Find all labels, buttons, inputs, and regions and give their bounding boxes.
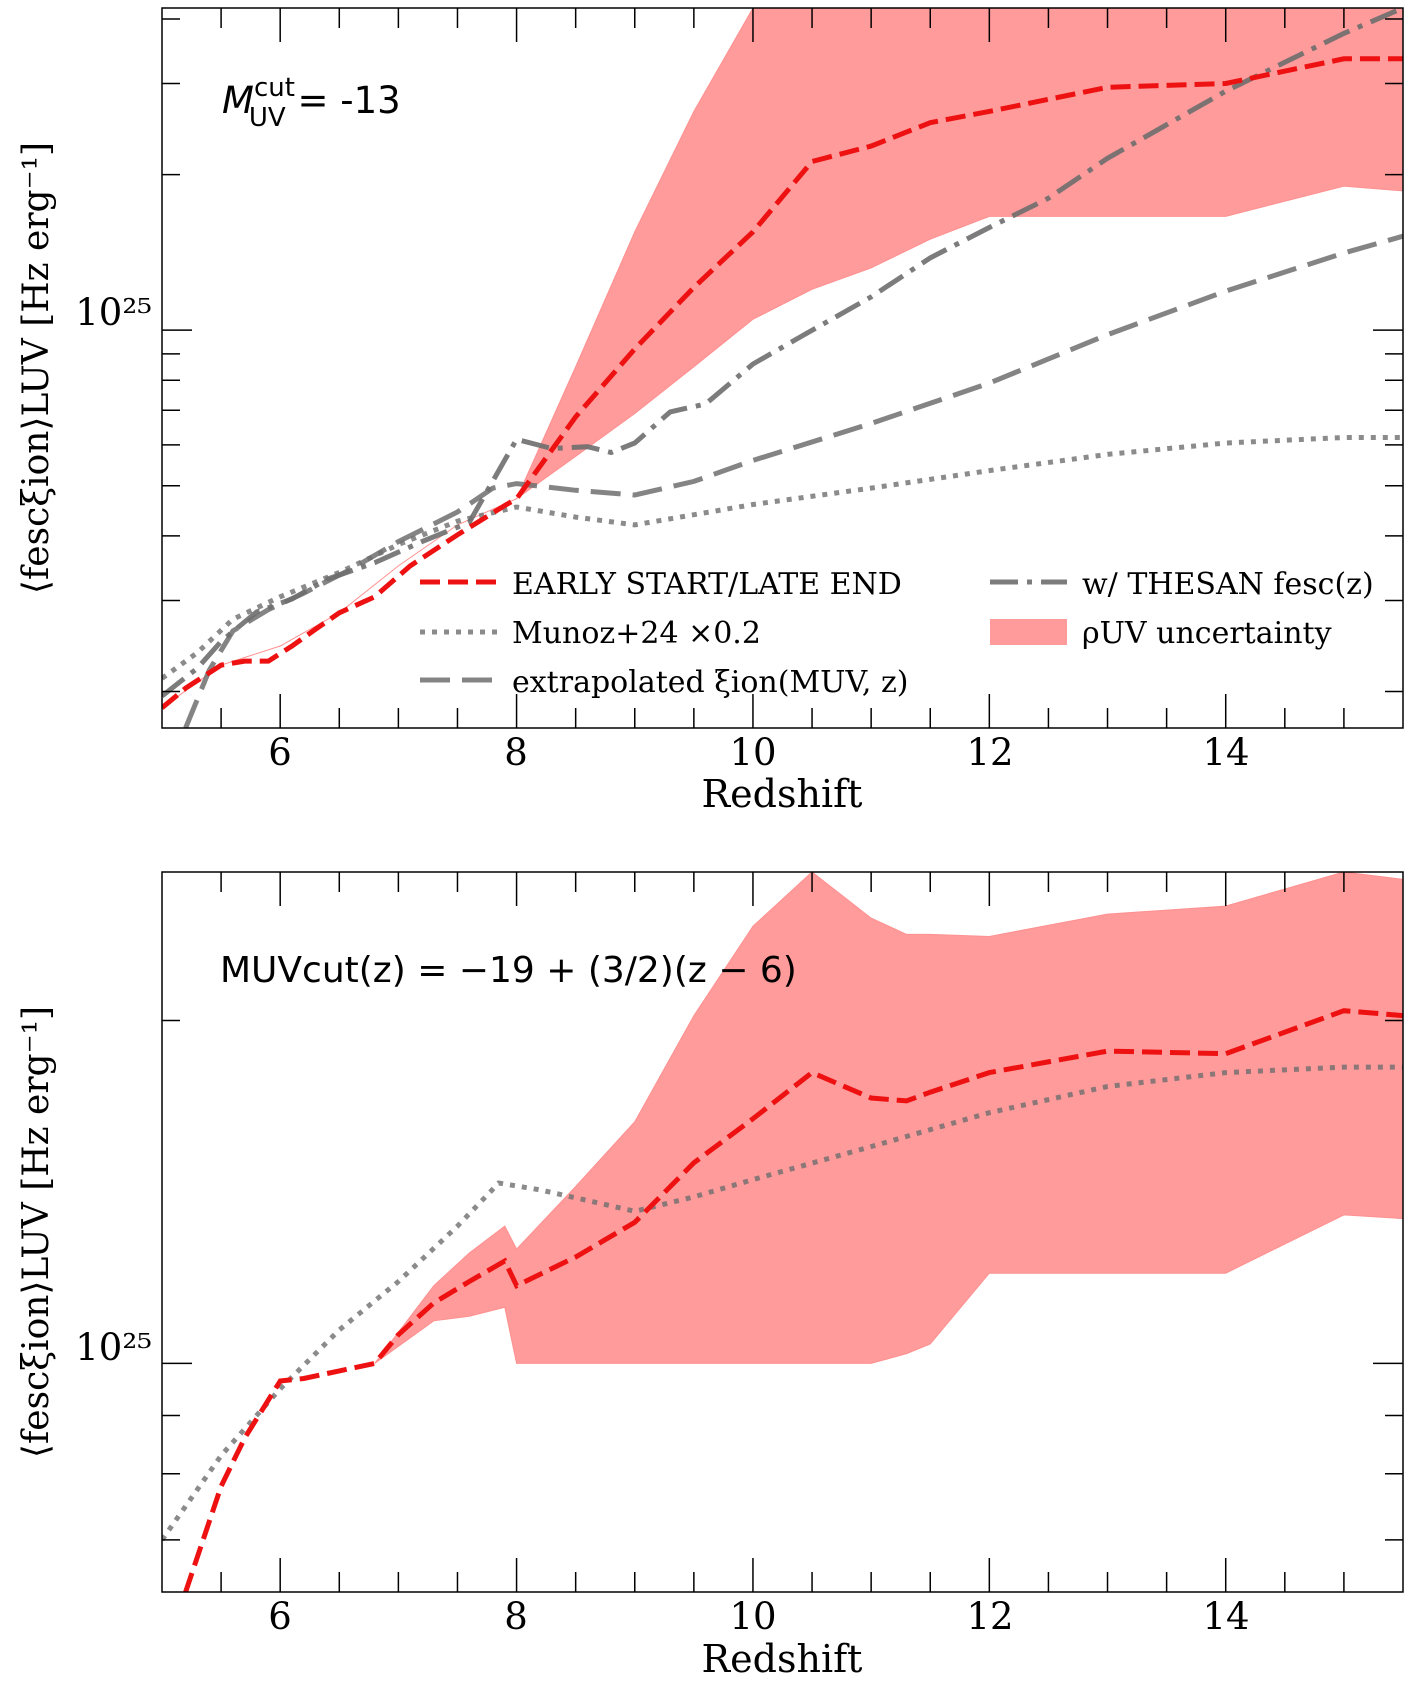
- top-cut-annotation: Mcut UV = -13: [222, 73, 401, 133]
- bottom-fiducial-line: [183, 1008, 1403, 1592]
- bottom-y-axis-label: ⟨fescξion⟩LUV [Hz erg⁻¹]: [16, 1006, 57, 1458]
- top-extrapolated-line: [183, 233, 1403, 728]
- top-xtick-label: 12: [966, 731, 1013, 774]
- legend-extrap-label: extrapolated ξion(MUV, z): [512, 665, 908, 700]
- top-xtick-label: 14: [1202, 731, 1249, 774]
- bottom-xtick-label: 10: [729, 1595, 776, 1638]
- legend-band-swatch: [990, 619, 1067, 645]
- top-munoz-line: [162, 435, 1403, 681]
- bottom-xtick-label: 12: [966, 1595, 1013, 1638]
- top-uncertainty-band: [162, 8, 1403, 709]
- legend-band-label: ρUV uncertainty: [1082, 616, 1332, 651]
- bottom-xtick-label: 8: [504, 1595, 528, 1638]
- bottom-x-axis-label: Redshift: [702, 1637, 863, 1681]
- legend-thesan-label: w/ THESAN fesc(z): [1082, 567, 1374, 602]
- legend: EARLY START/LATE END Munoz+24 ×0.2 extra…: [420, 567, 1374, 700]
- annotation-sub: UV: [249, 103, 286, 133]
- bottom-munoz-line: [162, 1064, 1403, 1542]
- bottom-uncertainty-band: [374, 872, 1403, 1364]
- bottom-panel: 6 8 10 12 14 10²⁵ Redshift ⟨fescξion⟩LUV…: [16, 871, 1404, 1681]
- top-axes-frame: [161, 7, 1404, 729]
- bottom-axes-frame: [161, 871, 1404, 1593]
- top-y-axis-label: ⟨fescξion⟩LUV [Hz erg⁻¹]: [16, 142, 57, 594]
- top-xtick-label: 6: [268, 731, 292, 774]
- top-panel: 6 8 10 12 14 10²⁵ Redshift ⟨fescξion⟩LUV…: [16, 7, 1404, 816]
- annotation-rest: = -13: [286, 79, 401, 122]
- bottom-xtick-label: 14: [1202, 1595, 1249, 1638]
- top-fiducial-line: [162, 56, 1403, 710]
- annotation-sup: cut: [254, 73, 295, 103]
- top-ticks: [162, 8, 1403, 728]
- annotation-main: M: [222, 79, 254, 122]
- top-x-axis-label: Redshift: [702, 772, 863, 816]
- bottom-xtick-label: 6: [268, 1595, 292, 1638]
- top-xtick-label: 10: [729, 731, 776, 774]
- bottom-cut-annotation: MUVcut(z) = −19 + (3/2)(z − 6): [220, 950, 797, 991]
- legend-munoz-label: Munoz+24 ×0.2: [512, 616, 761, 651]
- bottom-ytick-label: 10²⁵: [75, 1326, 152, 1369]
- legend-fiducial-label: EARLY START/LATE END: [512, 567, 902, 602]
- bottom-ticks: [162, 872, 1403, 1592]
- top-ytick-label: 10²⁵: [75, 291, 152, 334]
- top-xtick-label: 8: [504, 731, 528, 774]
